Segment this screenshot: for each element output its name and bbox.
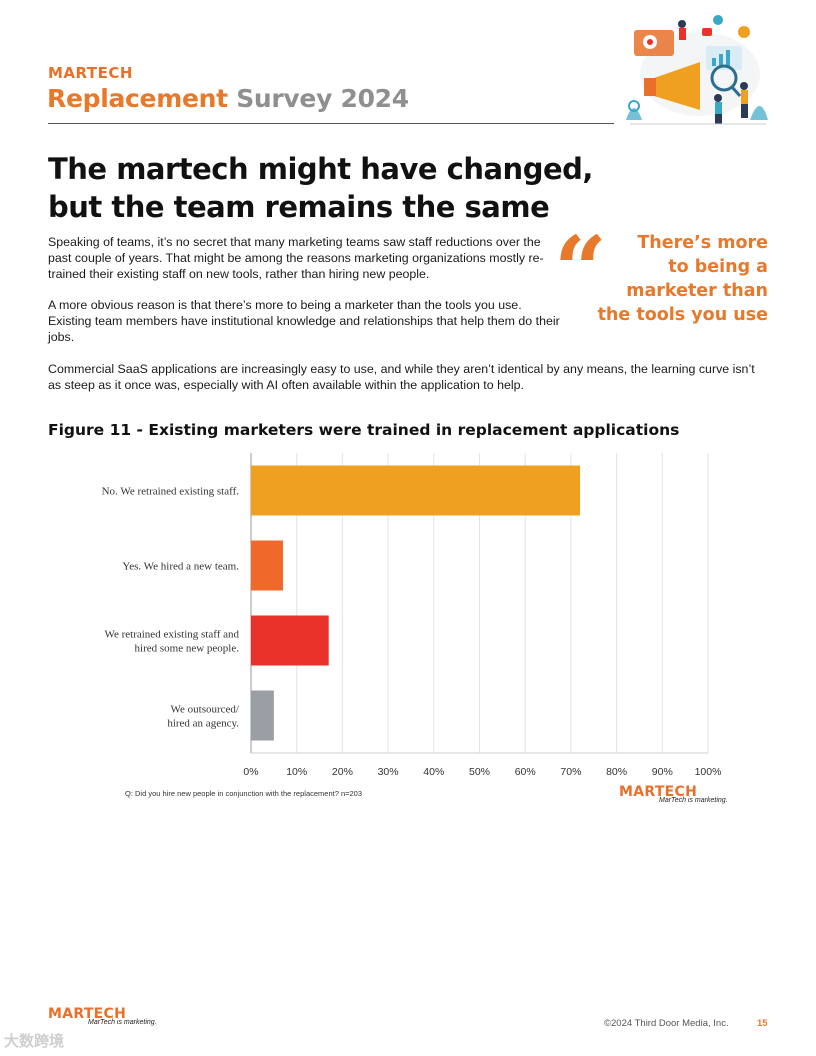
chart-martech-logo: MARTECH MarTech is marketing. <box>619 784 728 804</box>
report-title-part1: Replacement <box>47 84 228 113</box>
chart-logo-tagline: MarTech is marketing. <box>659 797 728 804</box>
report-title: Replacement Survey 2024 <box>47 84 409 113</box>
martech-logo: MARTECH <box>48 64 133 82</box>
pull-quote-line-1: There’s more <box>637 233 768 253</box>
category-label: Yes. We hired a new team. <box>122 561 239 573</box>
headline-line-2: but the team remains the same <box>48 190 550 224</box>
x-tick-label: 50% <box>469 766 490 778</box>
bar <box>251 690 274 741</box>
headline-line-1: The martech might have changed, <box>48 152 593 186</box>
footer-logo-tagline: MarTech is marketing. <box>88 1019 157 1026</box>
bar <box>251 615 329 666</box>
x-tick-label: 30% <box>378 766 399 778</box>
quote-mark-icon: “ <box>554 216 607 324</box>
body-paragraph-1: Speaking of teams, it’s no secret that m… <box>48 235 544 281</box>
x-tick-label: 0% <box>243 766 258 778</box>
bar <box>251 540 283 591</box>
copyright-text: ©2024 Third Door Media, Inc. <box>604 1018 729 1029</box>
x-tick-label: 100% <box>695 766 722 778</box>
pull-quote-line-3: marketer than <box>626 281 768 301</box>
figure-title: Figure 11 - Existing marketers were trai… <box>48 421 680 439</box>
x-tick-label: 80% <box>606 766 627 778</box>
bar-chart: 0% 10% 20% 30% 40% 50% 60% 70% 80% 90% 100% No. We … <box>102 453 722 778</box>
bar <box>251 465 581 516</box>
body-paragraph-3: Commercial SaaS applications are increas… <box>48 362 755 392</box>
category-label: hired an agency. <box>167 718 239 730</box>
pull-quote: There’s more to being a marketer than th… <box>580 231 768 327</box>
page-headline: The martech might have changed, but the … <box>48 150 648 226</box>
x-tick-label: 20% <box>332 766 353 778</box>
x-tick-label: 10% <box>286 766 307 778</box>
x-tick-label: 40% <box>423 766 444 778</box>
body-paragraph-2: A more obvious reason is that there’s mo… <box>48 298 560 344</box>
survey-question-note: Q: Did you hire new people in conjunctio… <box>125 789 363 798</box>
header-divider <box>48 123 614 124</box>
page-number: 15 <box>757 1018 768 1029</box>
pull-quote-line-2: to being a <box>668 257 768 277</box>
marketing-illustration <box>626 15 768 125</box>
footer-martech-logo: MARTECH MarTech is marketing. <box>48 1006 157 1026</box>
category-label: We retrained existing staff and <box>104 629 239 641</box>
footer-logo-brand: MARTECH <box>48 1006 127 1022</box>
category-label: No. We retrained existing staff. <box>102 486 240 498</box>
x-tick-label: 70% <box>560 766 581 778</box>
report-title-part2: Survey 2024 <box>236 84 409 113</box>
watermark: 大数跨境 <box>4 1033 65 1050</box>
category-label: hired some new people. <box>135 643 240 655</box>
pull-quote-line-4: the tools you use <box>597 305 768 325</box>
chart-logo-brand: MARTECH <box>619 784 698 800</box>
x-tick-label: 60% <box>515 766 536 778</box>
category-label: We outsourced/ <box>171 704 240 716</box>
x-tick-label: 90% <box>652 766 673 778</box>
